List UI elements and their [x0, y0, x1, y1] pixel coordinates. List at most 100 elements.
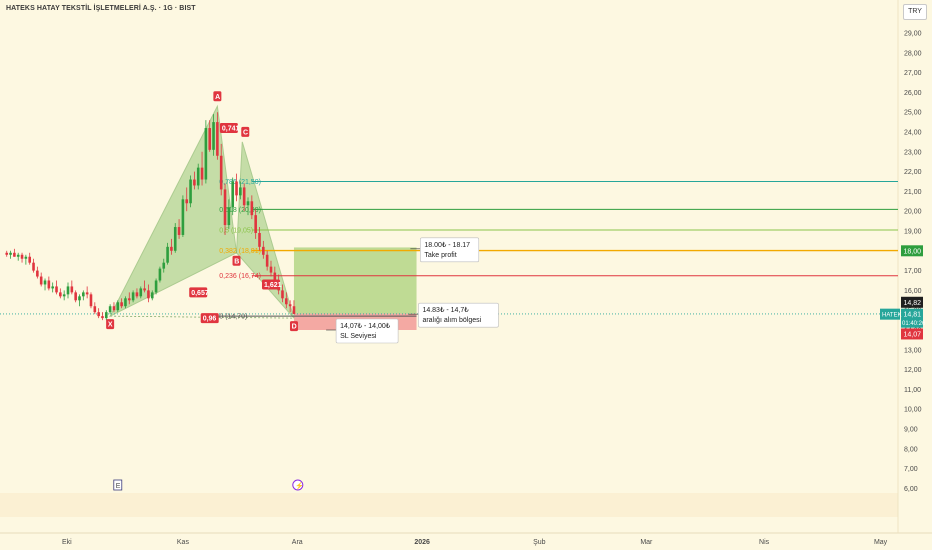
candle-body [43, 280, 47, 285]
time-tick-label: Mar [640, 539, 653, 546]
currency-button[interactable]: TRY [903, 4, 927, 20]
price-tick-label: 7,00 [904, 466, 918, 473]
candle-body [250, 201, 254, 216]
candle-body [258, 232, 261, 247]
price-tick-label: 20,00 [904, 209, 922, 216]
candle-body [89, 294, 93, 307]
price-badge [901, 308, 923, 328]
candle-body [93, 306, 97, 313]
price-tick-label: 19,00 [904, 229, 922, 236]
price-tick-label: 23,00 [904, 149, 922, 156]
candle-body [150, 292, 154, 299]
price-tick-label: 22,00 [904, 169, 922, 176]
pattern-point-badge [213, 91, 222, 102]
candle-body [112, 306, 116, 311]
fib-level-label: 0,236 (16,74) [219, 273, 261, 280]
pattern-ratio-badge [261, 279, 280, 290]
candle-body [13, 252, 16, 257]
candle-body [162, 262, 166, 269]
candle-body [288, 304, 292, 307]
candle-body [254, 215, 257, 233]
pattern-point-label: C [243, 129, 248, 136]
pattern-point-badge [232, 255, 241, 266]
fib-level-label: 0,382 (18,01) [219, 248, 261, 255]
candle-body [62, 294, 66, 297]
candle-body [177, 227, 181, 235]
candle-body [82, 292, 85, 297]
candle-body [55, 286, 58, 293]
price-tick-label: 27,00 [904, 70, 922, 77]
candle-body [166, 246, 169, 263]
candles [5, 112, 296, 321]
candle-body [235, 181, 238, 196]
fib-levels: 0,786 (21,50)0,618 (20,09)0,5 (19,05)0,3… [205, 179, 898, 321]
pattern-point-label: D [292, 324, 297, 331]
fib-level-label: 0 (14,70) [219, 314, 247, 321]
candle-body [204, 128, 208, 180]
fib-level-label: 0,5 (19,05) [219, 228, 253, 235]
candle-body [24, 256, 28, 259]
candle-body [108, 306, 112, 313]
annotation-line2: aralığı alım bölgesi [422, 317, 481, 324]
candle-body [231, 181, 234, 208]
price-tick-label: 8,00 [904, 446, 918, 453]
event-markers: E ⚡ [113, 479, 304, 491]
annotation-line2: Take profit [424, 252, 456, 259]
time-tick-label: Nis [759, 539, 770, 546]
price-tick-label: 17,00 [904, 268, 922, 275]
price-badge [901, 296, 923, 308]
candle-body [131, 292, 135, 301]
candle-body [70, 286, 74, 293]
candle-body [20, 254, 24, 259]
candle-body [262, 246, 265, 255]
candle-body [28, 256, 31, 263]
candle-body [32, 262, 35, 271]
candle-body [170, 246, 173, 251]
candle-body [51, 286, 54, 289]
candle-body [85, 292, 89, 295]
pattern-ratio-badge [200, 313, 219, 324]
price-tick-label: 6,00 [904, 486, 918, 493]
candle-body [101, 316, 104, 319]
price-tick-label: 16,00 [904, 288, 922, 295]
earnings-event-badge [113, 479, 123, 491]
price-tick-label: 11,00 [904, 387, 921, 394]
time-tick-label: Eki [62, 539, 72, 546]
candle-body [147, 290, 150, 299]
price-badge-label: 14,82 [904, 300, 922, 307]
candle-body [196, 167, 200, 186]
time-tick-label: 2026 [414, 539, 430, 546]
annotation-line2: SL Seviyesi [340, 333, 377, 340]
candle-body [208, 128, 212, 150]
time-tick-label: Şub [533, 539, 546, 546]
pattern-xd-line [110, 315, 294, 319]
fib-level-label: 0,618 (20,09) [219, 207, 261, 214]
pattern-ratio-label: 0,96 [203, 316, 217, 323]
price-tick-label: 12,00 [904, 367, 922, 374]
annotations: 18.00₺ - 18.17 Take profit 14.83₺ - 14,7₺ a… [326, 237, 499, 344]
candle-body [216, 122, 219, 156]
annotation-line1: 14.83₺ - 14,7₺ [422, 306, 469, 314]
candle-body [39, 276, 43, 285]
candle-body [269, 266, 273, 273]
candle-body [281, 290, 284, 299]
candle-body [36, 270, 39, 277]
dividend-event-badge [292, 479, 304, 491]
dividend-event-label: ⚡ [295, 481, 304, 490]
candle-body [116, 302, 120, 311]
time-axis: Eki Kas Ara 2026 Şub Mar Nis May [62, 539, 888, 546]
candle-body [97, 312, 100, 317]
pattern-point-badge [106, 319, 115, 330]
candle-body [78, 296, 81, 301]
symbol-badge-label: HATEK [882, 313, 902, 319]
candle-body [189, 179, 192, 204]
candle-body [219, 155, 223, 190]
pattern-point-label: X [108, 322, 113, 329]
price-tick-label: 29,00 [904, 31, 922, 38]
candle-body [47, 280, 51, 289]
annotation-line1: 18.00₺ - 18.17 [424, 241, 470, 249]
candle-body [242, 187, 246, 206]
bottom-band [0, 493, 898, 517]
price-badge [901, 245, 923, 257]
